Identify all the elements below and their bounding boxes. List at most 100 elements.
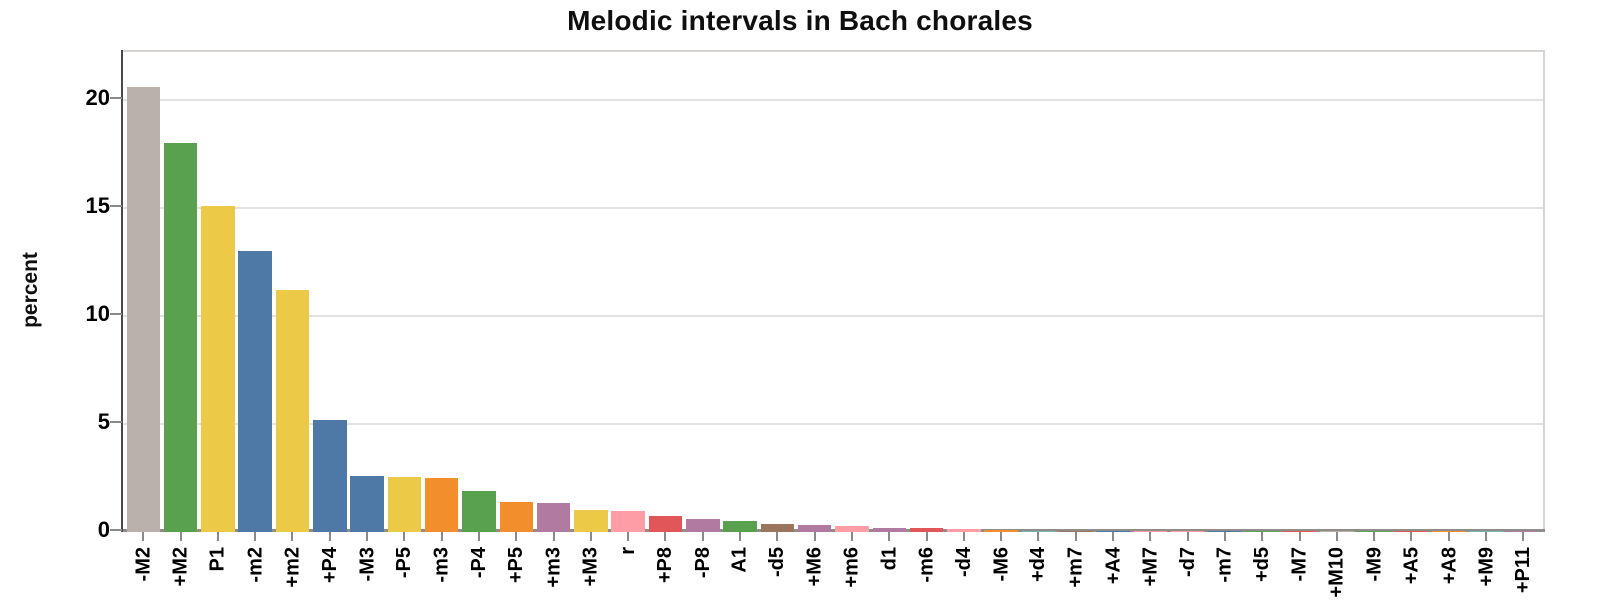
x-tick-label--m2: -m2 <box>244 547 267 583</box>
x-tick-+m2 <box>291 532 294 541</box>
y-tick-label-5: 5 <box>97 409 110 434</box>
x-tick-label--M7: -M7 <box>1288 547 1311 582</box>
gridline-5 <box>123 423 1543 425</box>
x-tick-+A8 <box>1447 532 1450 541</box>
bar-+P8 <box>648 515 683 532</box>
x-tick-+A5 <box>1410 532 1413 541</box>
x-tick-label-+P8: +P8 <box>654 547 677 584</box>
chart-title: Melodic intervals in Bach chorales <box>567 5 1033 36</box>
x-tick-label--d4: -d4 <box>952 547 975 577</box>
x-tick-label--P4: -P4 <box>467 547 490 579</box>
x-tick--P8 <box>701 532 704 541</box>
bar-+A8 <box>1432 531 1466 532</box>
x-tick-+M7 <box>1149 532 1152 541</box>
y-tick-5 <box>110 421 122 423</box>
x-tick--d7 <box>1186 532 1189 541</box>
bar--m2 <box>238 251 272 532</box>
x-tick-label-A1: A1 <box>729 547 752 573</box>
y-tick-10 <box>110 313 122 315</box>
x-tick-+M2 <box>179 532 182 541</box>
x-tick-P1 <box>216 532 219 541</box>
x-axis-line <box>121 529 1545 532</box>
x-tick-label-P1: P1 <box>206 547 229 572</box>
x-tick-+P5 <box>515 532 518 541</box>
bar--M2 <box>126 87 160 532</box>
y-tick-label-0: 0 <box>97 517 110 542</box>
x-tick-+m7 <box>1074 532 1077 541</box>
x-tick-+d4 <box>1037 532 1040 541</box>
bar-+M6 <box>797 525 832 532</box>
x-tick-label-+M9: +M9 <box>1475 547 1498 587</box>
bar-+d4 <box>1021 530 1056 532</box>
bar--P8 <box>686 519 720 532</box>
x-tick-label-+d4: +d4 <box>1027 547 1050 583</box>
bar--m3 <box>424 478 459 532</box>
x-tick-+M9 <box>1485 532 1488 541</box>
x-tick--d5 <box>776 532 779 541</box>
bar--M3 <box>350 475 384 532</box>
x-tick--d4 <box>962 532 965 541</box>
x-tick-+P11 <box>1522 532 1525 541</box>
x-tick-label--M2: -M2 <box>132 547 155 582</box>
bar-+m7 <box>1059 530 1093 532</box>
x-tick-label--d7: -d7 <box>1176 547 1199 577</box>
bar--m7 <box>1208 531 1242 532</box>
x-tick-+m3 <box>552 532 555 541</box>
x-tick-label-+m6: +m6 <box>840 547 863 588</box>
x-tick--M6 <box>1000 532 1003 541</box>
bar-+A5 <box>1394 531 1429 532</box>
bar-+m2 <box>275 290 310 532</box>
x-tick-label--M9: -M9 <box>1363 547 1386 582</box>
bar-+m3 <box>536 502 571 532</box>
x-tick-label--m7: -m7 <box>1213 547 1236 583</box>
x-tick-label-+P11: +P11 <box>1512 547 1535 594</box>
x-tick-+P4 <box>328 532 331 541</box>
y-axis-line <box>121 50 123 532</box>
x-tick-label-+A4: +A4 <box>1102 547 1125 585</box>
x-tick-+A4 <box>1112 532 1115 541</box>
x-tick--m7 <box>1223 532 1226 541</box>
x-tick-label-+m2: +m2 <box>281 547 304 588</box>
bar--d5 <box>760 524 795 532</box>
bar--P5 <box>387 476 422 532</box>
x-tick--M2 <box>142 532 145 541</box>
x-tick-label-+m7: +m7 <box>1064 547 1087 588</box>
x-tick-d1 <box>888 532 891 541</box>
bar-A1 <box>723 521 757 532</box>
y-tick-label-15: 15 <box>85 193 110 218</box>
x-tick-label--m3: -m3 <box>430 547 453 583</box>
x-tick-label-+M10: +M10 <box>1325 547 1348 598</box>
x-tick--P5 <box>403 532 406 541</box>
bar-+P11 <box>1506 531 1541 532</box>
y-axis-label: percent <box>2 50 60 530</box>
x-tick--M9 <box>1373 532 1376 541</box>
bar-+A4 <box>1096 530 1130 532</box>
x-tick-label--d5: -d5 <box>766 547 789 577</box>
bar--P4 <box>462 490 496 532</box>
bar-+P4 <box>313 419 347 532</box>
x-tick-label-+P4: +P4 <box>318 547 341 584</box>
x-tick-label-+M6: +M6 <box>803 547 826 587</box>
bar-r <box>611 511 645 532</box>
x-tick-label-r: r <box>617 547 640 555</box>
bar-+M9 <box>1469 531 1503 532</box>
x-tick-label-+M2: +M2 <box>169 547 192 587</box>
x-tick-+M10 <box>1335 532 1338 541</box>
x-tick-label-+m3: +m3 <box>542 547 565 588</box>
bar-+M7 <box>1133 531 1168 532</box>
x-tick--M3 <box>366 532 369 541</box>
x-tick--m6 <box>925 532 928 541</box>
x-tick-label--M3: -M3 <box>356 547 379 582</box>
bar--M9 <box>1357 531 1391 532</box>
bar-+M3 <box>574 510 608 532</box>
gridline-20 <box>123 99 1543 101</box>
bar--d4 <box>947 529 981 532</box>
gridline-15 <box>123 207 1543 209</box>
bar-+d5 <box>1245 531 1279 532</box>
x-tick-label--P8: -P8 <box>691 547 714 579</box>
bar-+M2 <box>163 143 198 532</box>
x-tick-label--M6: -M6 <box>990 547 1013 582</box>
bar--d7 <box>1170 531 1205 532</box>
bar-+M10 <box>1320 531 1354 532</box>
